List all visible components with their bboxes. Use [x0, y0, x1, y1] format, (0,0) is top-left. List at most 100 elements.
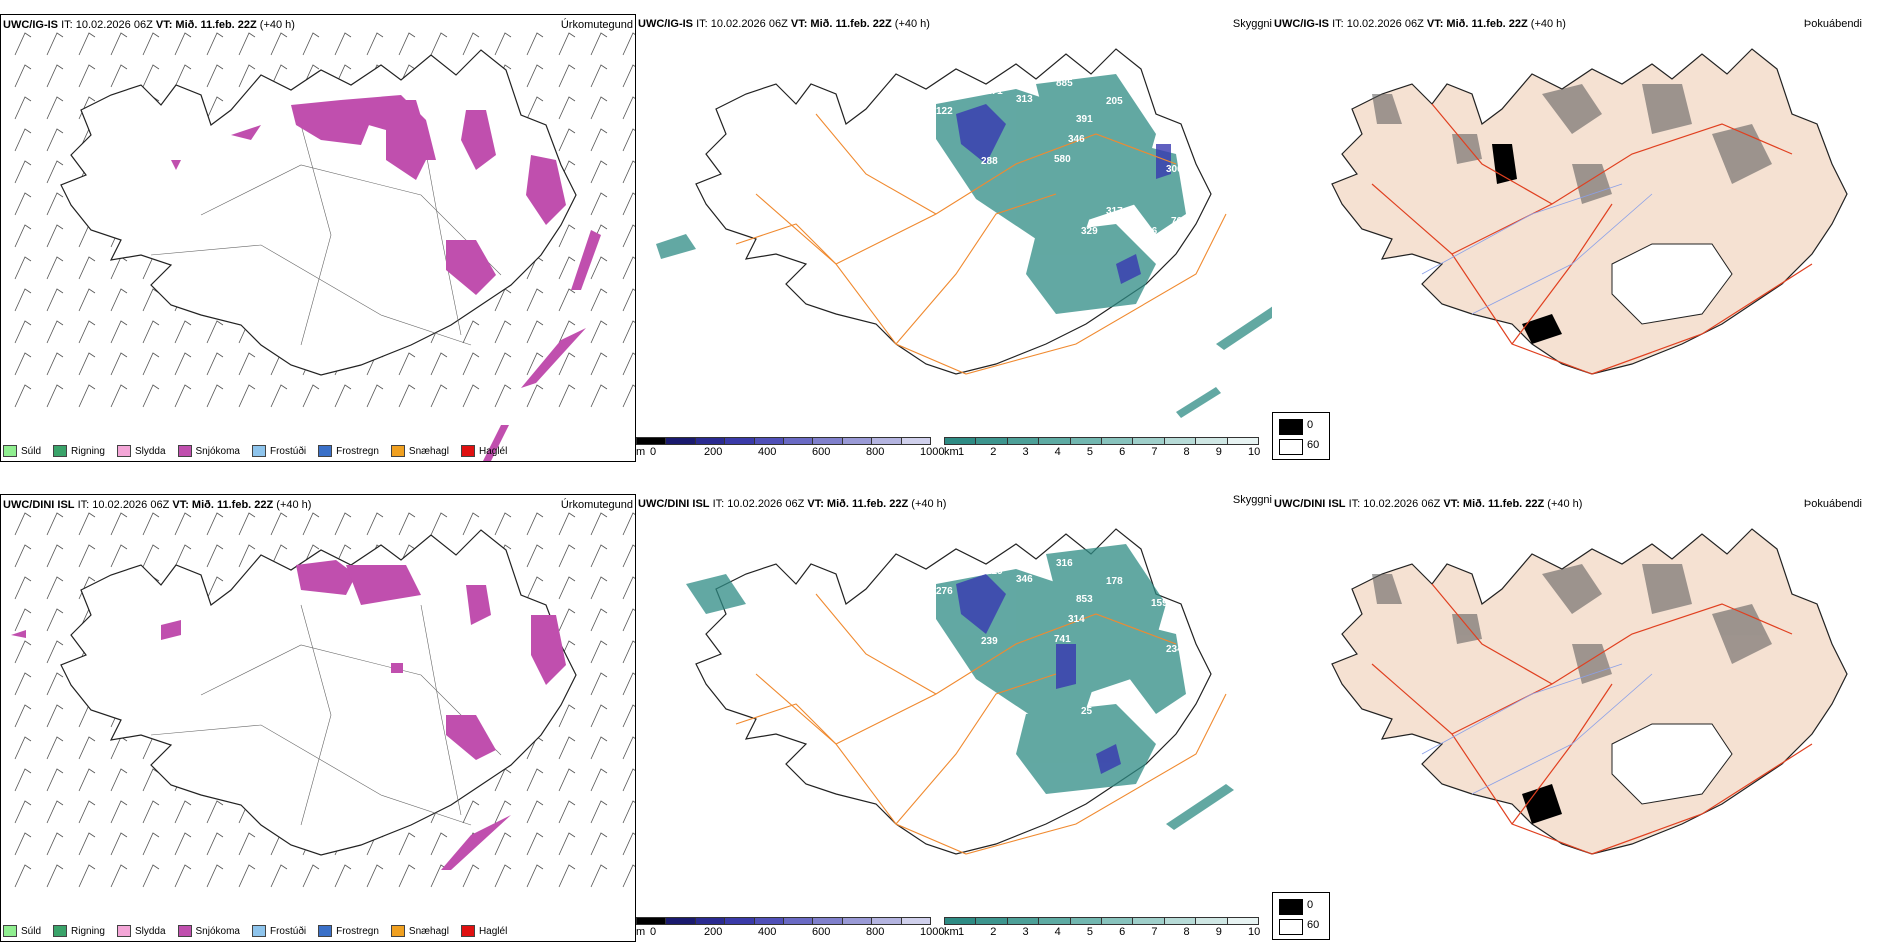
iceland-outline: [60, 529, 577, 856]
ceiling-label: 229: [986, 566, 1003, 577]
wind-barb: [14, 864, 32, 888]
wind-barb: [46, 672, 64, 696]
ceiling-label: 116: [1141, 226, 1158, 237]
wind-barb: [622, 512, 635, 536]
wind-barb: [590, 768, 608, 792]
wind-barb: [206, 512, 224, 536]
scale-segment: [665, 437, 696, 445]
legend-label: Haglél: [478, 925, 508, 937]
wind-barb: [78, 384, 96, 408]
ceiling-label: 76: [1171, 216, 1183, 227]
legend-item: Snjókoma: [177, 445, 240, 457]
wind-barb: [494, 384, 512, 408]
scale-segment: [1195, 917, 1228, 925]
wind-barb: [334, 512, 352, 536]
wind-barb: [622, 320, 635, 344]
scale-segment: [724, 917, 755, 925]
legend-swatch: [53, 925, 68, 937]
wind-barb: [558, 320, 576, 344]
panel-title: Skyggni: [1232, 494, 1272, 506]
wind-barb: [334, 32, 352, 56]
wind-barb: [558, 544, 576, 568]
scale-segment: [841, 917, 873, 925]
wind-barb: [206, 576, 224, 600]
wind-barb: [110, 64, 128, 88]
precip-panel-bottom: UWC/DINI ISL IT: 10.02.2026 06Z VT: Mið.…: [0, 494, 636, 942]
wind-barb: [206, 96, 224, 120]
ceiling-label: 205: [1106, 96, 1123, 107]
wind-barb: [590, 64, 608, 88]
scale-segment: [1038, 437, 1071, 445]
wind-barb: [14, 544, 32, 568]
scale-tick: 200: [704, 446, 723, 458]
wind-barb: [558, 800, 576, 824]
wind-barb: [494, 800, 512, 824]
wind-barb: [526, 512, 544, 536]
wind-barb: [590, 576, 608, 600]
wind-barb: [78, 256, 96, 280]
wind-barb: [398, 832, 416, 856]
legend-item: Frostregn: [318, 925, 379, 937]
legend-label: Frostregn: [336, 445, 379, 457]
wind-barb: [590, 736, 608, 760]
scale-tick: 3: [1022, 446, 1029, 458]
scale-tick: 8: [1183, 446, 1190, 458]
scale-tick: 800: [866, 926, 885, 938]
wind-barb: [206, 352, 224, 376]
wind-barb: [110, 256, 128, 280]
wind-barb: [622, 352, 635, 376]
panel-title: Skyggni: [1232, 18, 1272, 30]
precip-legend: Súld Rigning Slydda Snjókoma Frostúði Frostre…: [3, 441, 519, 461]
legend-label: Frostúði: [269, 445, 307, 457]
wind-barb: [462, 320, 480, 344]
wind-barb: [622, 224, 635, 248]
wind-barb: [174, 800, 192, 824]
scale-tick: 10: [1248, 446, 1261, 458]
legend-swatch: [460, 445, 475, 457]
wind-barb: [526, 352, 544, 376]
wind-barb: [398, 384, 416, 408]
scale-segment: [900, 437, 931, 445]
scale-tick: 0: [650, 446, 657, 458]
wind-barb: [398, 352, 416, 376]
scale-tick: 2: [990, 926, 997, 938]
wind-barb: [622, 256, 635, 280]
wind-barb: [366, 384, 384, 408]
wind-barb: [46, 160, 64, 184]
legend-item: Súld: [3, 925, 41, 937]
wind-barb: [142, 32, 160, 56]
legend-item: Haglél: [460, 925, 508, 937]
wind-barb: [142, 288, 160, 312]
wind-barb: [526, 32, 544, 56]
wind-barb: [46, 736, 64, 760]
panel-title: Úrkomutegund: [560, 499, 633, 511]
wind-barb: [590, 640, 608, 664]
wind-barb: [494, 32, 512, 56]
ceiling-label: 276: [936, 586, 953, 597]
wind-barb: [14, 384, 32, 408]
legend-swatch: [3, 925, 17, 937]
legend-item: Snæhagl: [390, 925, 449, 937]
scale-tick: 2: [990, 446, 997, 458]
legend-label: Snjókoma: [195, 925, 240, 937]
wind-barb: [398, 864, 416, 888]
wind-barb: [46, 32, 64, 56]
scale-tick: 400: [758, 446, 777, 458]
precip-panel-top: UWC/IG-IS IT: 10.02.2026 06Z VT: Mið. 11…: [0, 14, 636, 462]
wind-barb: [270, 544, 288, 568]
scale-segment: [812, 917, 843, 925]
wind-barb: [622, 864, 635, 888]
wind-barb: [622, 544, 635, 568]
wind-barb: [430, 384, 448, 408]
wind-barb: [558, 576, 576, 600]
scale-tick: 800: [866, 446, 885, 458]
wind-barb: [462, 32, 480, 56]
wind-barb: [46, 256, 64, 280]
wind-barb: [174, 320, 192, 344]
wind-barb: [206, 384, 224, 408]
wind-barb: [590, 864, 608, 888]
scale-tick: 6: [1119, 446, 1126, 458]
wind-barb: [14, 768, 32, 792]
iceland-outline: [60, 49, 577, 376]
legend-item: Frostúði: [251, 445, 307, 457]
